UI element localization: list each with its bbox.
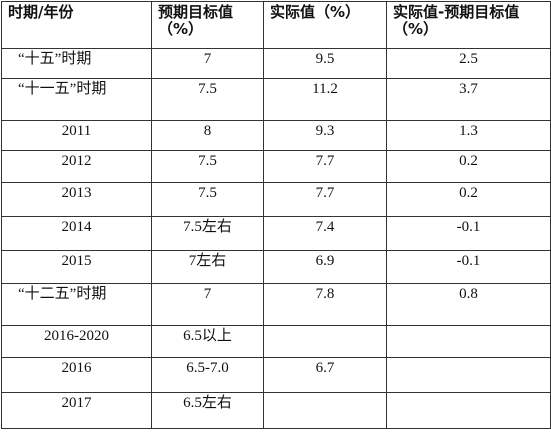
table-cell: -0.1 xyxy=(386,216,551,251)
table-cell: 8 xyxy=(151,120,264,151)
table-cell: “十二五”时期 xyxy=(1,283,152,326)
table-cell: 2016 xyxy=(1,357,152,393)
table-cell: 6.5左右 xyxy=(151,392,264,429)
table-cell: 6.7 xyxy=(263,357,387,393)
table-row: 2016 6.5-7.0 6.7 xyxy=(1,357,551,393)
table-row: 2016-2020 6.5以上 xyxy=(1,325,551,358)
table-cell: 0.2 xyxy=(386,182,551,217)
header-cell: 实际值（%） xyxy=(263,1,387,49)
table-cell: 6.5-7.0 xyxy=(151,357,264,393)
table-cell: 7.7 xyxy=(263,182,387,217)
table-cell: 6.9 xyxy=(263,250,387,284)
table-cell: 2016-2020 xyxy=(1,325,152,358)
table-cell: “十一五”时期 xyxy=(1,78,152,121)
table-cell: 7 xyxy=(151,48,264,79)
table-cell: 2014 xyxy=(1,216,152,251)
table-row: 2012 7.5 7.7 0.2 xyxy=(1,150,551,183)
table-cell: 7.5 xyxy=(151,78,264,121)
header-row: 时期/年份 预期目标值（%） 实际值（%） 实际值-预期目标值（%） xyxy=(1,1,551,49)
table-body: “十五”时期 7 9.5 2.5 “十一五”时期 7.5 11.2 3.7 2011 8 9.3 1.… xyxy=(1,48,551,429)
table-cell xyxy=(263,392,387,429)
table-cell: 2012 xyxy=(1,150,152,183)
table-cell: 7.5 xyxy=(151,150,264,183)
table-cell: 2013 xyxy=(1,182,152,217)
table-row: 2011 8 9.3 1.3 xyxy=(1,120,551,151)
table-cell: 7.7 xyxy=(263,150,387,183)
table-row: “十五”时期 7 9.5 2.5 xyxy=(1,48,551,79)
table-cell: 2017 xyxy=(1,392,152,429)
table-cell: 3.7 xyxy=(386,78,551,121)
table-cell: 11.2 xyxy=(263,78,387,121)
table-row: 2015 7左右 6.9 -0.1 xyxy=(1,250,551,284)
table-cell: 7左右 xyxy=(151,250,264,284)
table-cell: 7 xyxy=(151,283,264,326)
table-cell: 7.5左右 xyxy=(151,216,264,251)
table-row: “十二五”时期 7 7.8 0.8 xyxy=(1,283,551,326)
table-cell: 6.5以上 xyxy=(151,325,264,358)
header-cell: 时期/年份 xyxy=(1,1,152,49)
table-cell: “十五”时期 xyxy=(1,48,152,79)
table-cell: 2.5 xyxy=(386,48,551,79)
table-cell: 9.5 xyxy=(263,48,387,79)
table-cell xyxy=(386,357,551,393)
table-cell: 0.2 xyxy=(386,150,551,183)
table-cell xyxy=(263,325,387,358)
header-cell: 预期目标值（%） xyxy=(151,1,264,49)
table-cell: 7.5 xyxy=(151,182,264,217)
table-cell: -0.1 xyxy=(386,250,551,284)
table-cell: 2011 xyxy=(1,120,152,151)
table-row: “十一五”时期 7.5 11.2 3.7 xyxy=(1,78,551,121)
table-cell: 0.8 xyxy=(386,283,551,326)
table-cell: 9.3 xyxy=(263,120,387,151)
table-cell: 7.4 xyxy=(263,216,387,251)
table-cell: 7.8 xyxy=(263,283,387,326)
table-row: 2014 7.5左右 7.4 -0.1 xyxy=(1,216,551,251)
table-cell: 1.3 xyxy=(386,120,551,151)
table-row: 2013 7.5 7.7 0.2 xyxy=(1,182,551,217)
header-cell: 实际值-预期目标值（%） xyxy=(386,1,551,49)
table-cell: 2015 xyxy=(1,250,152,284)
table-cell xyxy=(386,392,551,429)
table-row: 2017 6.5左右 xyxy=(1,392,551,429)
table-cell xyxy=(386,325,551,358)
